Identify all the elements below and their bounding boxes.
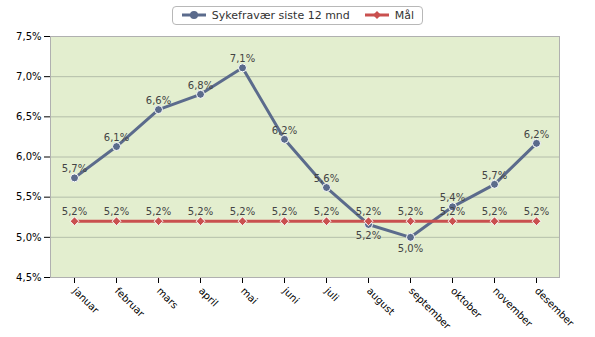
svg-text:juni: juni xyxy=(280,285,301,306)
svg-text:mai: mai xyxy=(239,285,260,306)
svg-text:5,2%: 5,2% xyxy=(356,206,381,217)
svg-text:6,1%: 6,1% xyxy=(104,132,129,143)
svg-text:7,5%: 7,5% xyxy=(16,31,41,42)
svg-text:januar: januar xyxy=(70,285,102,317)
svg-text:desember: desember xyxy=(533,285,577,329)
svg-text:6,2%: 6,2% xyxy=(524,129,549,140)
svg-text:februar: februar xyxy=(113,285,147,319)
svg-text:5,2%: 5,2% xyxy=(272,206,297,217)
svg-text:april: april xyxy=(197,285,220,308)
svg-text:november: november xyxy=(491,285,535,329)
svg-text:5,2%: 5,2% xyxy=(482,206,507,217)
svg-text:5,7%: 5,7% xyxy=(482,170,507,181)
svg-text:5,2%: 5,2% xyxy=(524,206,549,217)
svg-text:5,2%: 5,2% xyxy=(62,206,87,217)
svg-text:5,2%: 5,2% xyxy=(314,206,339,217)
svg-text:5,7%: 5,7% xyxy=(62,163,87,174)
svg-text:7,0%: 7,0% xyxy=(16,71,41,82)
svg-text:7,1%: 7,1% xyxy=(230,53,255,64)
html-text:Sykefravær siste 12 mnd: Sykefravær siste 12 mnd xyxy=(211,8,350,22)
svg-text:6,8%: 6,8% xyxy=(188,80,213,91)
svg-text:6,5%: 6,5% xyxy=(16,111,41,122)
svg-text:5,2%: 5,2% xyxy=(356,230,381,241)
svg-text:6,0%: 6,0% xyxy=(16,151,41,162)
svg-text:4,5%: 4,5% xyxy=(16,272,41,283)
svg-text:5,2%: 5,2% xyxy=(398,206,423,217)
svg-text:5,2%: 5,2% xyxy=(440,206,465,217)
svg-text:september: september xyxy=(407,285,454,332)
svg-text:6,2%: 6,2% xyxy=(272,125,297,136)
html-text:Mål: Mål xyxy=(394,8,415,22)
svg-text:juli: juli xyxy=(322,285,341,304)
svg-text:5,5%: 5,5% xyxy=(16,191,41,202)
svg-text:5,2%: 5,2% xyxy=(230,206,255,217)
svg-text:5,4%: 5,4% xyxy=(440,192,465,203)
svg-text:august: august xyxy=(365,285,397,317)
svg-text:5,2%: 5,2% xyxy=(188,206,213,217)
svg-text:mars: mars xyxy=(155,285,181,311)
svg-text:oktober: oktober xyxy=(449,285,485,321)
svg-text:5,2%: 5,2% xyxy=(146,206,171,217)
svg-text:5,6%: 5,6% xyxy=(314,173,339,184)
svg-text:6,6%: 6,6% xyxy=(146,95,171,106)
svg-text:5,2%: 5,2% xyxy=(104,206,129,217)
svg-text:5,0%: 5,0% xyxy=(16,232,41,243)
svg-text:5,0%: 5,0% xyxy=(398,243,423,254)
